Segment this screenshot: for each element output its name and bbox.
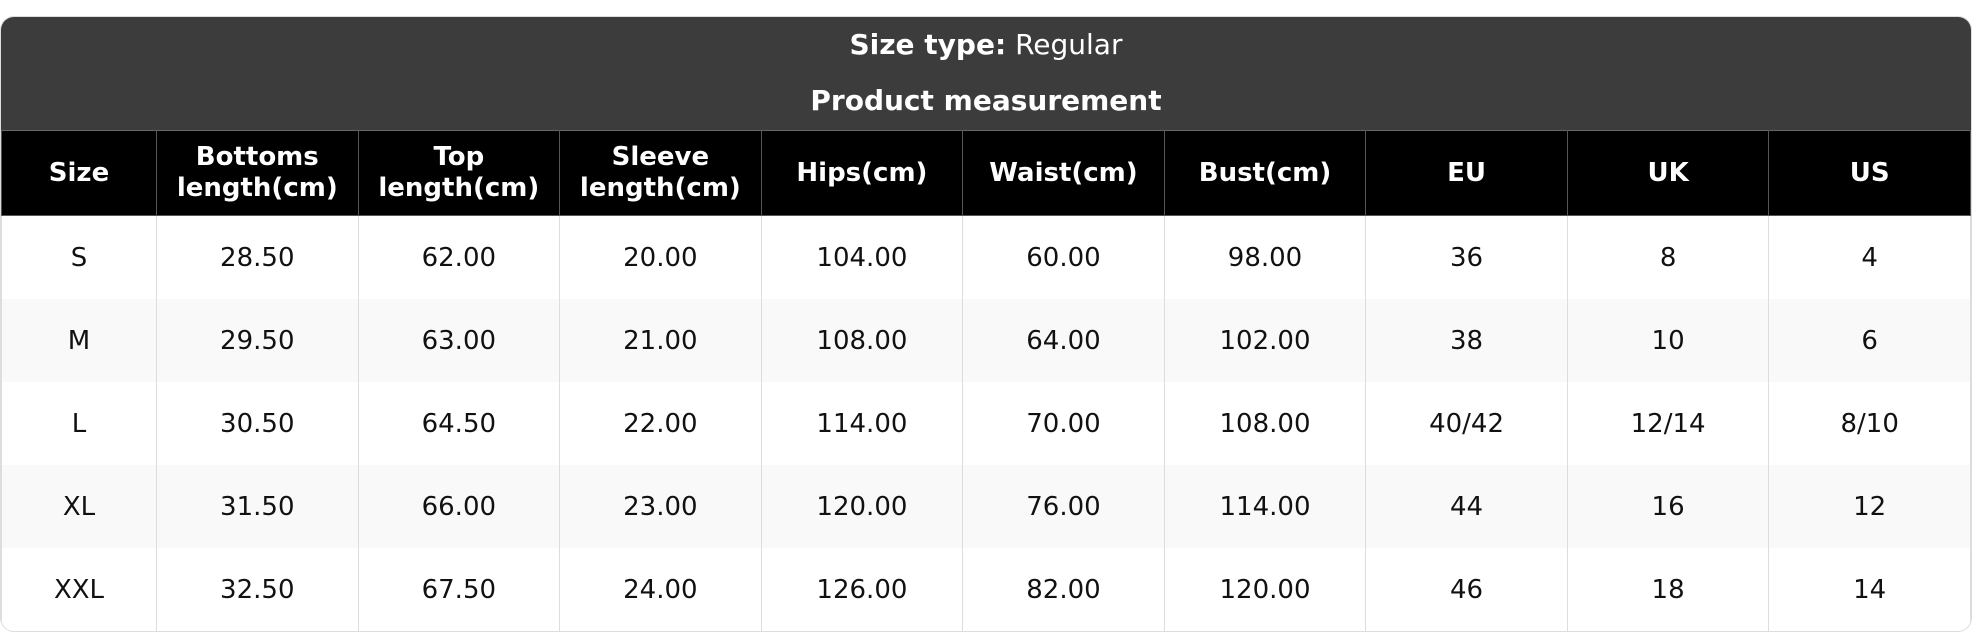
size-type-value: Regular: [1015, 28, 1123, 61]
column-header: Bottoms length(cm): [156, 130, 359, 216]
column-header: Sleeve length(cm): [559, 130, 762, 216]
column-header: US: [1768, 130, 1971, 216]
column-header: Hips(cm): [760, 130, 964, 216]
table-row: M 29.50 63.00 21.00 108.00 64.00 102.00 38 10 6: [1, 299, 1971, 382]
table-cell: 60.00: [962, 215, 1165, 299]
header-row: Size Bottoms length(cm) Top length(cm) Slee…: [1, 130, 1971, 216]
table-cell: 46: [1365, 548, 1568, 631]
table-cell: 18: [1566, 548, 1770, 631]
table-cell: 16: [1566, 465, 1770, 548]
table-cell: 67.50: [357, 548, 561, 631]
table-title: Product measurement: [810, 84, 1162, 117]
table-cell: 29.50: [156, 299, 359, 382]
column-header: Bust(cm): [1163, 130, 1367, 216]
table-cell: 31.50: [156, 465, 359, 548]
table-header-banner: Size type: Regular Product measurement: [1, 17, 1971, 130]
table-cell: 8: [1566, 215, 1770, 299]
column-header: Top length(cm): [357, 130, 561, 216]
table-cell: M: [1, 299, 157, 382]
table-row: XL 31.50 66.00 23.00 120.00 76.00 114.00 44 16 12: [1, 465, 1971, 548]
table-cell: 126.00: [760, 548, 964, 631]
table-cell: 4: [1768, 215, 1971, 299]
table-cell: 14: [1768, 548, 1971, 631]
table-cell: 12/14: [1566, 382, 1770, 465]
table-cell: S: [1, 215, 157, 299]
table-cell: 36: [1365, 215, 1568, 299]
size-type-label: Size type:: [849, 28, 1007, 61]
table-cell: 28.50: [156, 215, 359, 299]
table-cell: 40/42: [1365, 382, 1568, 465]
table-cell: 64.00: [962, 299, 1165, 382]
table-cell: 70.00: [962, 382, 1165, 465]
table-cell: 21.00: [559, 299, 762, 382]
table-cell: 44: [1365, 465, 1568, 548]
table-cell: 82.00: [962, 548, 1165, 631]
measurement-table: Size Bottoms length(cm) Top length(cm) Slee…: [1, 130, 1971, 631]
table-cell: XXL: [1, 548, 157, 631]
table-cell: 63.00: [357, 299, 561, 382]
column-header: UK: [1566, 130, 1770, 216]
column-header: Waist(cm): [962, 130, 1165, 216]
size-chart: Size type: Regular Product measurement S…: [0, 16, 1972, 632]
table-cell: 22.00: [559, 382, 762, 465]
table-row: S 28.50 62.00 20.00 104.00 60.00 98.00 36 8 4: [1, 215, 1971, 299]
table-cell: 38: [1365, 299, 1568, 382]
table-row: XXL 32.50 67.50 24.00 126.00 82.00 120.00 46 18 1…: [1, 548, 1971, 631]
table-cell: 6: [1768, 299, 1971, 382]
table-cell: 10: [1566, 299, 1770, 382]
table-cell: 120.00: [760, 465, 964, 548]
table-cell: 20.00: [559, 215, 762, 299]
table-cell: 8/10: [1768, 382, 1971, 465]
table-cell: 62.00: [357, 215, 561, 299]
table-cell: L: [1, 382, 157, 465]
table-cell: 108.00: [1163, 382, 1367, 465]
table-cell: XL: [1, 465, 157, 548]
table-cell: 24.00: [559, 548, 762, 631]
table-cell: 104.00: [760, 215, 964, 299]
column-header: Size: [1, 130, 157, 216]
table-cell: 76.00: [962, 465, 1165, 548]
table-cell: 66.00: [357, 465, 561, 548]
table-cell: 32.50: [156, 548, 359, 631]
table-row: L 30.50 64.50 22.00 114.00 70.00 108.00 40/42 12…: [1, 382, 1971, 465]
table-cell: 64.50: [357, 382, 561, 465]
table-cell: 98.00: [1163, 215, 1367, 299]
table-cell: 120.00: [1163, 548, 1367, 631]
column-header: EU: [1365, 130, 1568, 216]
table-cell: 23.00: [559, 465, 762, 548]
table-cell: 114.00: [760, 382, 964, 465]
table-cell: 102.00: [1163, 299, 1367, 382]
table-cell: 12: [1768, 465, 1971, 548]
table-cell: 108.00: [760, 299, 964, 382]
table-cell: 114.00: [1163, 465, 1367, 548]
table-cell: 30.50: [156, 382, 359, 465]
size-type: Size type: Regular: [1, 17, 1971, 63]
